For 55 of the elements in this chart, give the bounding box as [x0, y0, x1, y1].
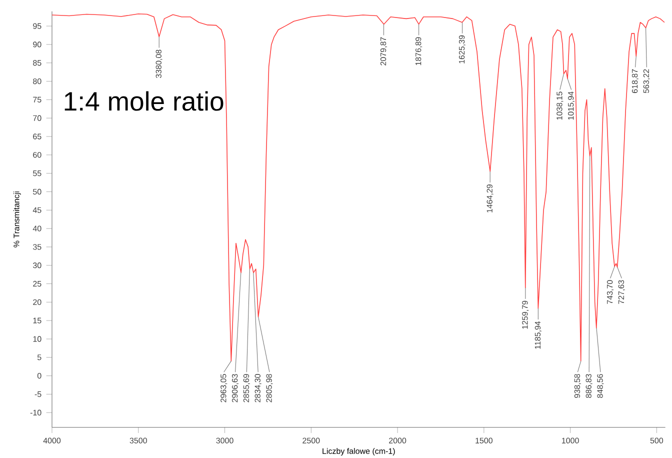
- annotation: 618,87: [632, 69, 639, 93]
- x-tick-label: 3500: [130, 438, 147, 444]
- y-tick-label: 80: [33, 78, 42, 84]
- annotation: 938,58: [574, 374, 581, 398]
- line-series: [52, 14, 665, 362]
- y-tick-label: 65: [33, 134, 42, 140]
- y-tick-label: 15: [33, 318, 42, 324]
- y-tick-label: 45: [32, 207, 42, 213]
- annotation: 2079,87: [380, 37, 388, 66]
- x-tick-label: 3000: [216, 438, 234, 444]
- y-tick-label: 95: [33, 23, 42, 29]
- x-tick-label: 1000: [562, 438, 579, 444]
- annotation: 886,83: [586, 374, 592, 398]
- y-tick-label: -10: [30, 410, 42, 416]
- y-axis-title: % Transmitancji: [13, 192, 21, 248]
- annotation: 2805,98: [266, 374, 273, 402]
- y-tick-label: 60: [33, 152, 42, 158]
- x-tick-label: 2500: [302, 438, 320, 444]
- y-tick-label: 90: [33, 42, 42, 48]
- annotation: 727,63: [618, 280, 625, 304]
- text: 1:4 mole ratio: [64, 91, 224, 111]
- y-tick-label: 50: [33, 188, 42, 195]
- y-tick-label: 55: [33, 170, 42, 176]
- annotation: 1625,39: [458, 35, 466, 64]
- x-tick-label: 2000: [389, 438, 406, 444]
- annotation: 563,22: [643, 69, 650, 94]
- y-tick-label: 85: [33, 60, 42, 66]
- annotation: 1038,15: [556, 92, 564, 120]
- y-tick-label: -5: [34, 391, 42, 397]
- annotation: 848,56: [597, 374, 604, 398]
- y-tick-label: 10: [33, 336, 42, 342]
- y-tick-label: 30: [33, 262, 42, 268]
- annotation: 1259,79: [522, 300, 529, 329]
- annotation: 1876,89: [416, 37, 422, 66]
- y-tick-label: 40: [32, 226, 42, 232]
- x-tick-label: 4000: [43, 438, 61, 444]
- y-tick-label: 35: [33, 244, 42, 250]
- y-tick-label: 0: [37, 372, 42, 379]
- annotation: 1464,29: [486, 184, 494, 212]
- y-tick-label: 5: [37, 354, 42, 360]
- annotation: 2906,63: [232, 374, 239, 402]
- x-tick-label: 1500: [476, 438, 493, 444]
- annotation: 2963,05: [220, 374, 228, 402]
- y-tick-label: 70: [33, 115, 42, 121]
- y-tick-label: 75: [33, 96, 42, 102]
- y-tick-label: 20: [33, 299, 42, 305]
- annotation: 743,70: [606, 280, 614, 304]
- x-axis-title: Liczby falowe (cm-1): [322, 448, 395, 456]
- annotation: 1185,94: [534, 321, 542, 349]
- x-tick-label: 500: [650, 438, 664, 444]
- annotation: 2834,30: [254, 374, 262, 402]
- annotation: 3380,08: [156, 50, 162, 78]
- annotation: 1015,94: [568, 92, 575, 120]
- annotation: 2855,69: [243, 374, 250, 402]
- y-tick-label: 25: [33, 280, 42, 287]
